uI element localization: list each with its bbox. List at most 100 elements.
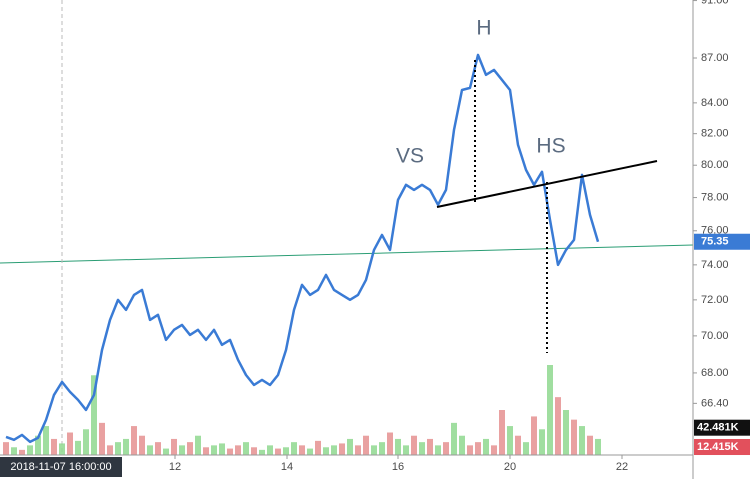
volume-bar [219,443,225,455]
last-price-box [694,233,750,250]
volume-bar [91,375,97,455]
volume-bar [275,448,281,455]
volume-bar [99,422,105,455]
volume-bar [379,442,385,455]
volume-bar [171,438,177,455]
volume-bar [283,447,289,455]
volume-label-box [694,439,750,456]
crosshair-label: 2018-11-07 16:00:00 [10,461,111,473]
volume-bar [211,445,217,455]
volume-bar [195,435,201,455]
volume-bar [595,438,601,455]
volume-bar [579,426,585,455]
volume-bar [387,432,393,455]
volume-bar [179,445,185,455]
volume-bar [235,445,241,455]
volume-bar [75,440,81,455]
volume-bar [43,426,49,455]
y-tick-label: 66.40 [701,397,729,409]
volume-bar [515,435,521,455]
volume-bar [107,445,113,455]
volume-bar [11,447,17,455]
volume-bar [419,442,425,455]
volume-bar [571,419,577,455]
x-tick-label: 16 [392,461,404,473]
volume-bar [339,443,345,455]
volume-bar [27,445,33,455]
y-tick-label: 91.00 [701,0,729,6]
volume-label-box [694,419,750,436]
volume-bar [227,448,233,455]
volume-label: 12.415K [697,441,739,453]
y-tick-label: 76.00 [701,225,729,237]
volume-bar [499,410,505,455]
volume-bar [411,435,417,455]
volume-bar [67,432,73,455]
x-tick-label: 14 [281,461,293,473]
annotation: HS [536,135,565,158]
volume-bar [435,445,441,455]
volume-bar [347,438,353,455]
volume-bar [315,440,321,455]
volume-bar [267,445,273,455]
volume-bar [547,365,553,455]
volume-bar [83,429,89,455]
volume-bar [363,435,369,455]
y-tick-label: 84.00 [701,97,729,109]
axes: 66.40 68.00 70.00 72.00 74.00 76.00 78.00 80.00… [169,0,750,473]
volume-bar [531,416,537,455]
last-price-label: 75.35 [701,236,729,248]
annotation: VS [396,145,424,168]
volume-bar [403,445,409,455]
volume-bar [115,442,121,455]
price-panel [5,53,600,444]
volume-panel [3,365,601,455]
y-tick-label: 68.00 [701,367,729,379]
volume-bar [243,442,249,455]
volume-bar [323,447,329,455]
x-tick-label: 22 [616,461,628,473]
volume-bar [251,447,257,455]
volume-bar [371,445,377,455]
volume-bar [587,435,593,455]
volume-bar [331,445,337,455]
volume-bar [19,449,25,455]
volume-bar [307,448,313,455]
volume-bar [467,445,473,455]
volume-label: 42.481K [697,422,739,434]
volume-bar [475,442,481,455]
volume-bar [523,442,529,455]
y-tick-label: 74.00 [701,259,729,271]
volume-bar [59,443,65,455]
volume-bar [35,435,41,455]
annotation: H [476,17,491,40]
volume-bar [139,435,145,455]
volume-bar [155,442,161,455]
volume-bar [507,426,513,455]
volume-bar [491,445,497,455]
y-tick-label: 87.00 [701,52,729,64]
volume-bar [131,426,137,455]
volume-bar [555,397,561,455]
trend-line [0,244,694,264]
volume-bar [3,442,9,455]
volume-bar [443,442,449,455]
volume-bar [427,438,433,455]
y-tick-label: 78.00 [701,191,729,203]
volume-bar [51,438,57,455]
volume-bar [147,445,153,455]
volume-bar [539,429,545,455]
volume-bar [355,445,361,455]
volume-bar [123,438,129,455]
y-tick-label: 72.00 [701,294,729,306]
volume-bar [203,447,209,455]
crosshair-box [0,457,122,477]
volume-bar [291,442,297,455]
price-line [5,53,600,444]
x-tick-label: 12 [169,461,181,473]
volume-bar [187,442,193,455]
x-tick-label: 20 [504,461,516,473]
y-tick-label: 80.00 [701,159,729,171]
volume-bar [459,435,465,455]
